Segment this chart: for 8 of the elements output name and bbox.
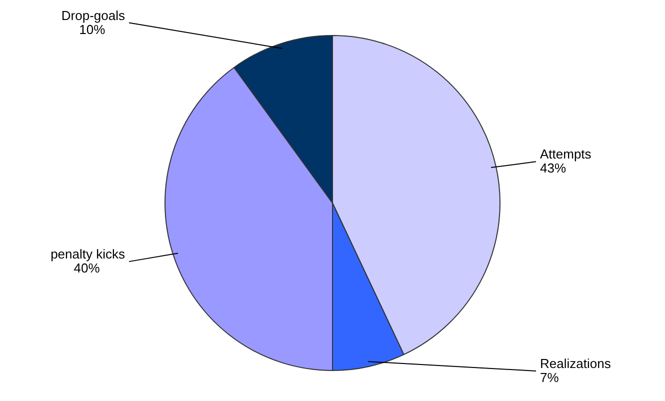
- slice-label: Realizations: [540, 356, 612, 372]
- data-label: 40%: [74, 260, 100, 276]
- data-label: 10%: [79, 22, 106, 37]
- slice-label: Drop-goals: [61, 8, 126, 23]
- data-label: 7%: [540, 370, 560, 386]
- data-label: 43%: [540, 160, 566, 176]
- slice-label: penalty kicks: [50, 246, 126, 262]
- slice-label: Attempts: [540, 146, 592, 162]
